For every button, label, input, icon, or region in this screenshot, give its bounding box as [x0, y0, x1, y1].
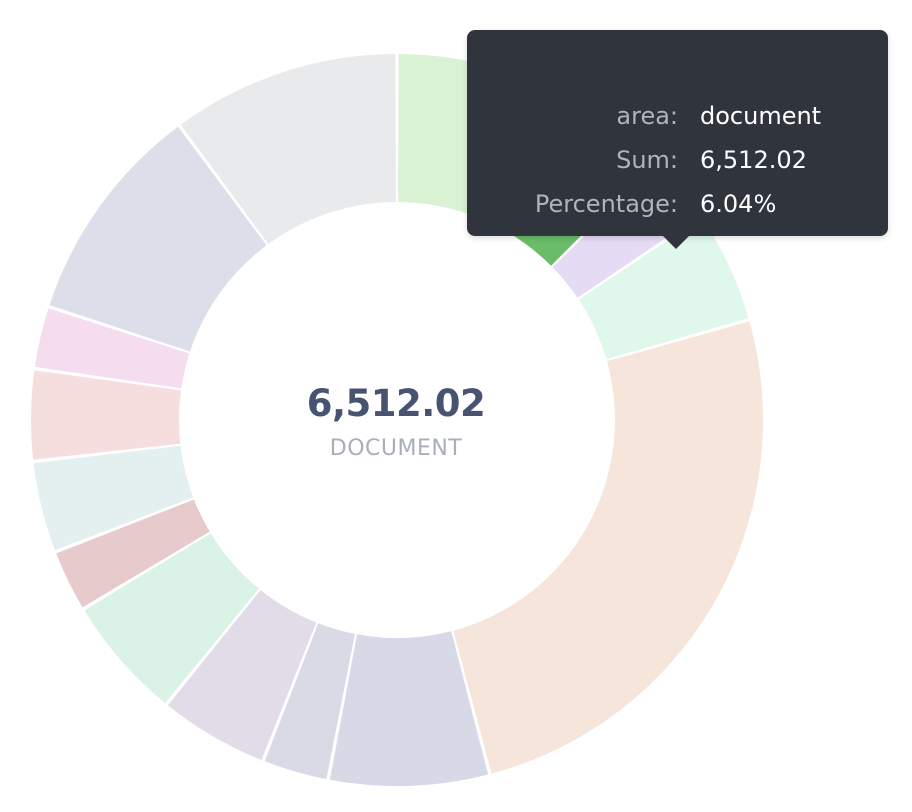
donut-slice[interactable] — [33, 445, 194, 551]
donut-slice[interactable] — [329, 631, 489, 786]
center-value: 6,512.02 — [306, 382, 486, 425]
donut-slice[interactable] — [180, 54, 396, 245]
donut-slice[interactable] — [453, 321, 763, 774]
donut-slice[interactable] — [167, 589, 317, 760]
tooltip-value: 6,512.02 — [700, 146, 807, 174]
tooltip-row-percentage: Percentage: 6.04% — [467, 190, 888, 226]
tooltip-arrow — [662, 235, 690, 249]
tooltip: area: document Sum: 6,512.02 Percentage:… — [467, 30, 888, 249]
donut-slice[interactable] — [56, 499, 210, 608]
tooltip-key: area: — [616, 102, 678, 130]
donut-slice[interactable] — [578, 217, 749, 360]
tooltip-key: Sum: — [616, 146, 678, 174]
tooltip-row-area: area: document — [467, 102, 888, 138]
donut-slice[interactable] — [49, 126, 267, 352]
tooltip-row-sum: Sum: 6,512.02 — [467, 146, 888, 182]
donut-slice[interactable] — [264, 623, 355, 780]
center-label: DOCUMENT — [329, 436, 463, 461]
donut-slice[interactable] — [34, 308, 190, 389]
tooltip-key: Percentage: — [534, 190, 678, 218]
donut-slice[interactable] — [84, 533, 259, 704]
donut-slice[interactable] — [31, 370, 182, 460]
tooltip-value: 6.04% — [700, 190, 777, 218]
tooltip-value: document — [700, 102, 822, 130]
